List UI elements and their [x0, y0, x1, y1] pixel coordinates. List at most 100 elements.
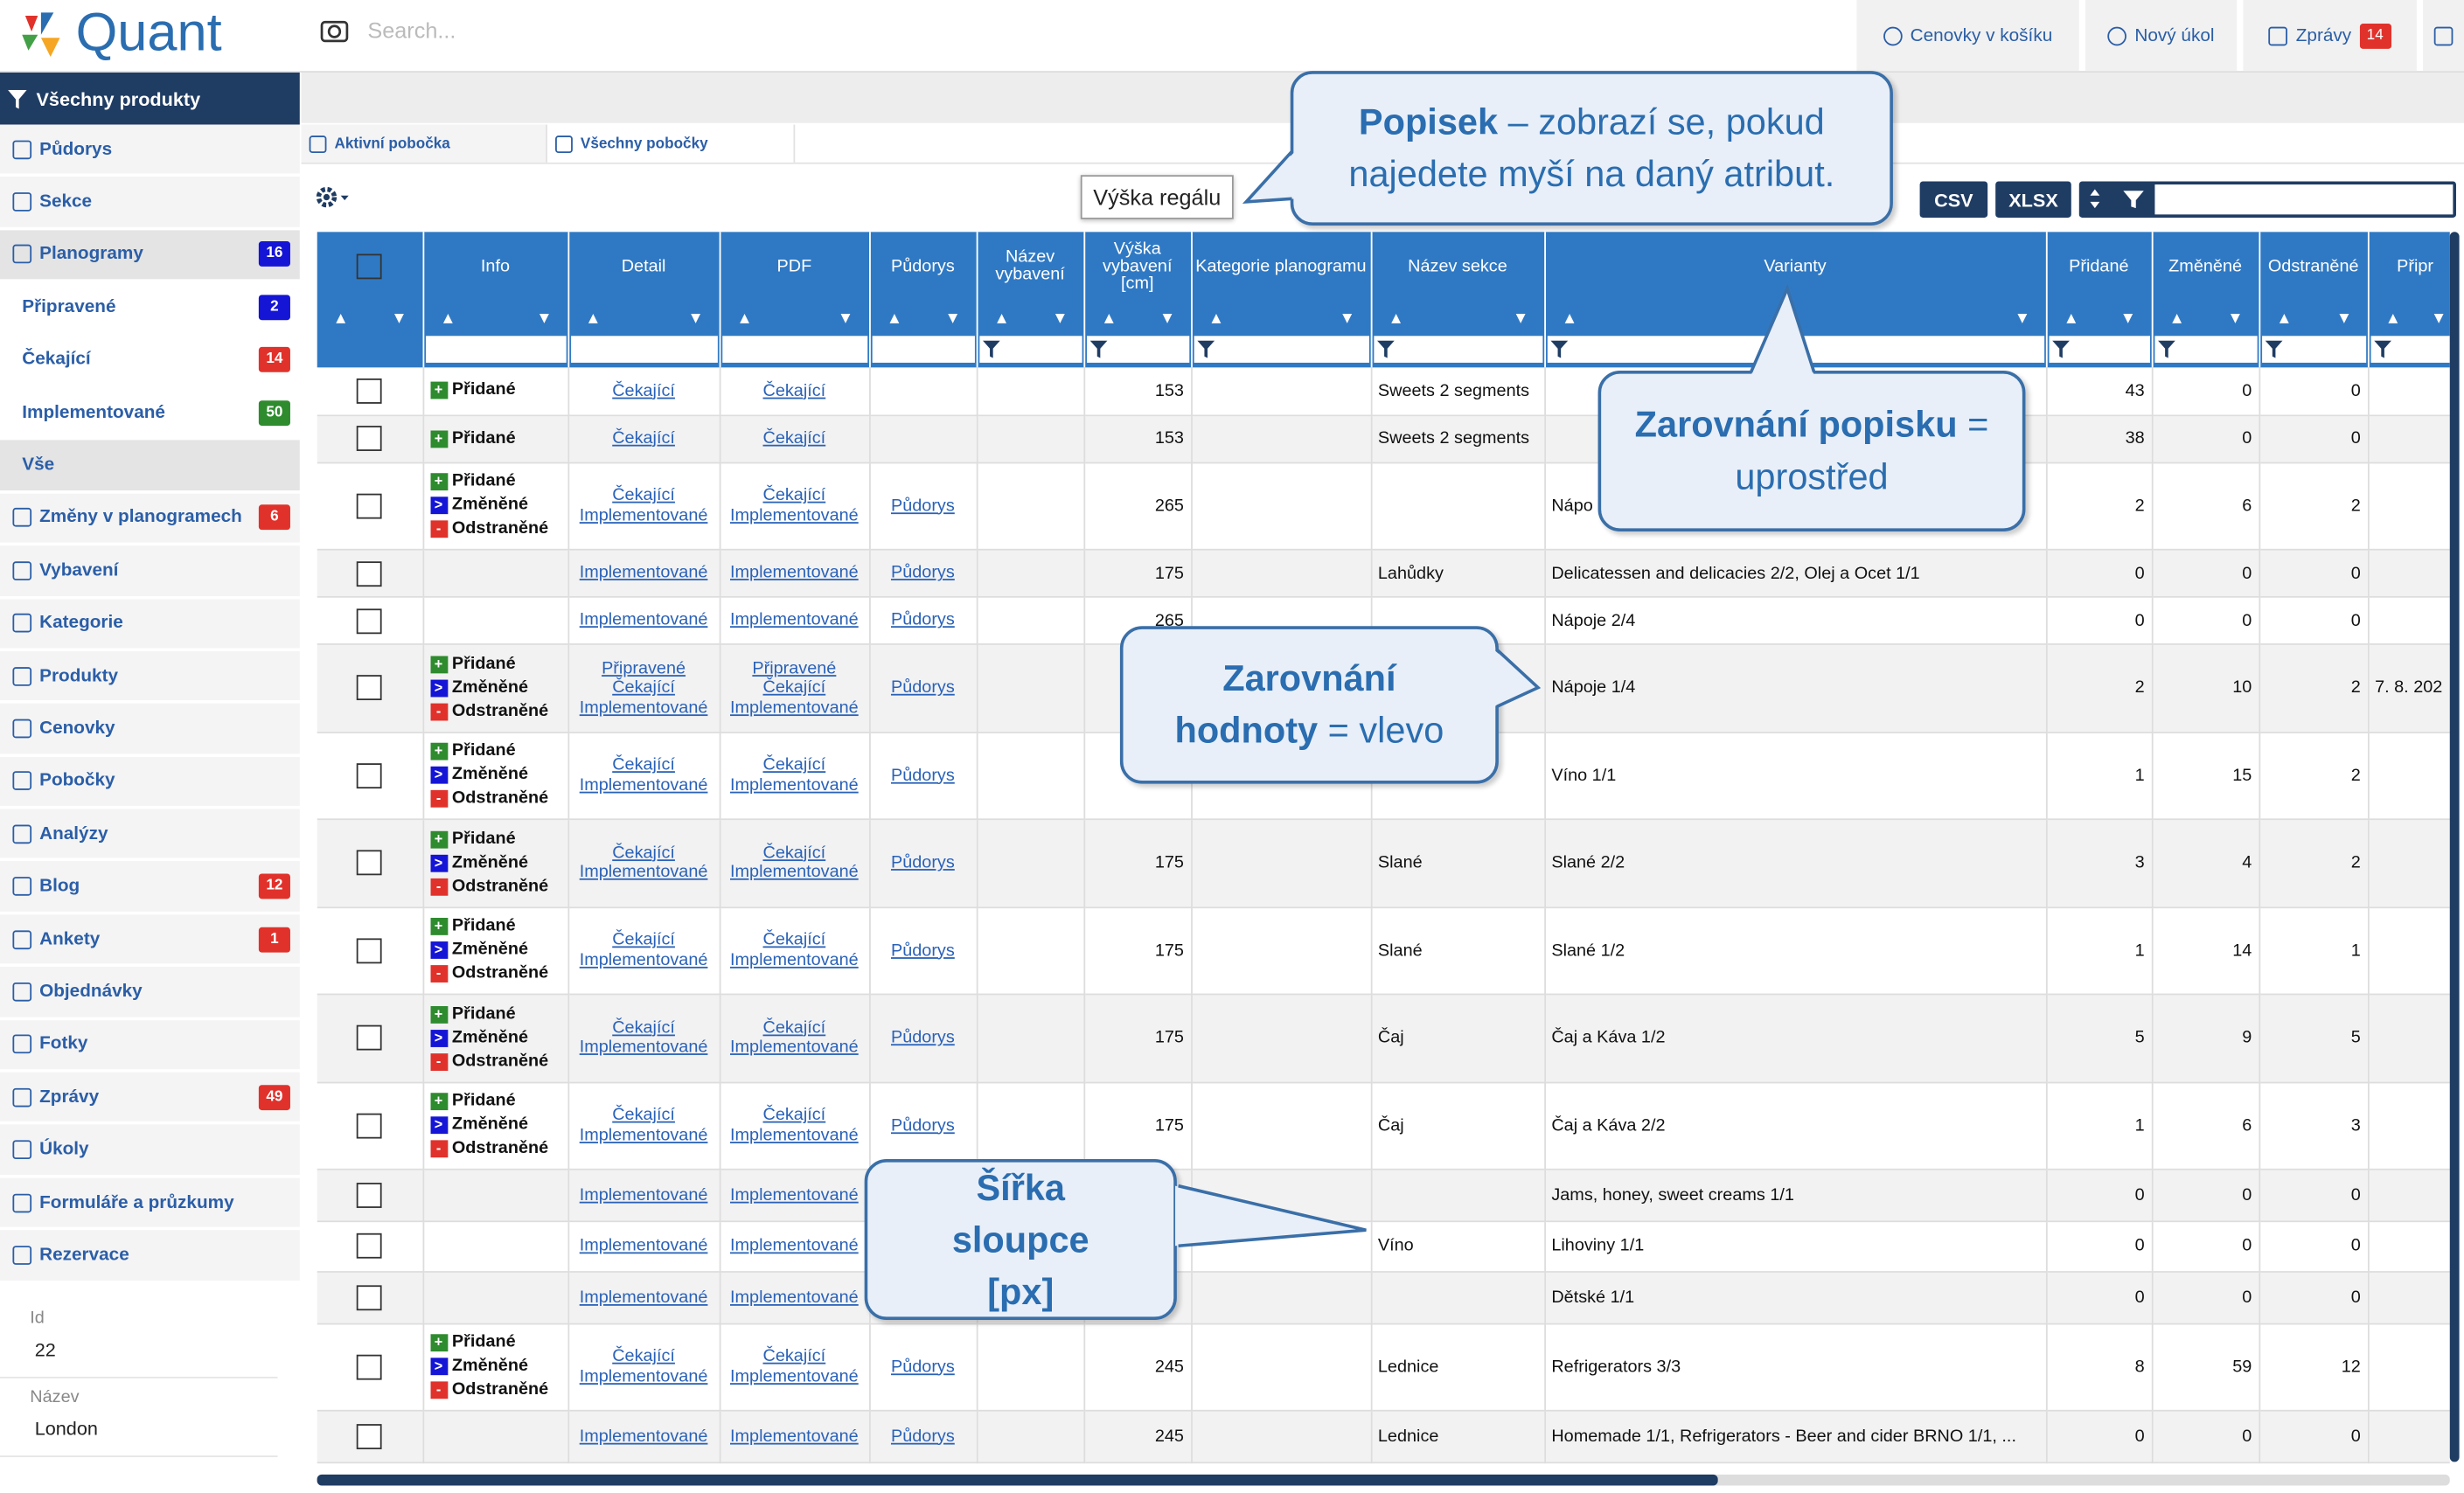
status-link[interactable]: Implementované	[579, 1288, 708, 1307]
status-link[interactable]: Čekající	[762, 677, 826, 698]
sort-asc[interactable]	[2387, 314, 2398, 323]
status-link[interactable]: Implementované	[579, 950, 708, 970]
menu-item[interactable]: Produkty	[0, 650, 300, 701]
select-all-checkbox[interactable]	[357, 253, 383, 280]
status-link[interactable]: Čekající	[612, 428, 675, 448]
task-button[interactable]: Nový úkol	[2085, 0, 2238, 72]
sort-asc[interactable]	[336, 314, 346, 323]
menu-item[interactable]: Kategorie	[0, 598, 300, 649]
floorplan-link[interactable]: Půdorys	[890, 563, 955, 583]
messages-button[interactable]: Zprávy 14	[2243, 0, 2417, 72]
column-filter[interactable]	[425, 336, 566, 363]
status-link[interactable]: Čekající	[762, 755, 826, 775]
status-link[interactable]: Implementované	[729, 1288, 859, 1307]
status-link[interactable]: Implementované	[729, 505, 859, 525]
floorplan-link[interactable]: Půdorys	[890, 853, 955, 872]
column-filter[interactable]	[2370, 336, 2450, 363]
column-filter[interactable]	[2048, 336, 2150, 363]
status-link[interactable]: Čekající	[762, 843, 826, 863]
status-link[interactable]: Implementované	[729, 1236, 859, 1256]
sort-asc[interactable]	[2065, 314, 2076, 323]
sort-desc[interactable]	[539, 314, 548, 323]
sort-desc[interactable]	[2230, 314, 2239, 323]
floorplan-link[interactable]: Půdorys	[890, 677, 955, 698]
menu-item[interactable]: Analýzy	[0, 809, 300, 859]
floorplan-link[interactable]: Půdorys	[890, 610, 955, 630]
floorplan-link[interactable]: Půdorys	[890, 1426, 955, 1446]
menu-item[interactable]: Vše	[0, 440, 300, 490]
status-link[interactable]: Čekající	[612, 486, 675, 505]
sort-desc[interactable]	[1514, 314, 1525, 323]
status-link[interactable]: Čekající	[762, 486, 826, 505]
row-checkbox[interactable]	[357, 675, 383, 701]
sort-desc[interactable]	[393, 314, 403, 323]
status-link[interactable]: Implementované	[579, 1426, 708, 1446]
menu-item[interactable]: Formuláře a průzkumy	[0, 1177, 300, 1227]
menu-item[interactable]: Blog 12	[0, 861, 300, 912]
status-link[interactable]: Implementované	[729, 950, 859, 970]
row-checkbox[interactable]	[357, 1423, 383, 1449]
status-link[interactable]: Implementované	[579, 563, 708, 583]
sort-desc[interactable]	[1341, 314, 1352, 323]
menu-item[interactable]: Rezervace	[0, 1230, 300, 1281]
row-checkbox[interactable]	[357, 378, 383, 404]
status-link[interactable]: Implementované	[729, 1184, 859, 1205]
menu-item[interactable]: Půdorys	[0, 124, 300, 175]
status-link[interactable]: Čekající	[612, 677, 675, 698]
sort-asc[interactable]	[1210, 314, 1221, 323]
sort-asc[interactable]	[996, 314, 1006, 323]
status-link[interactable]: Implementované	[729, 563, 859, 583]
filter-icon[interactable]	[1376, 340, 1394, 358]
menu-item[interactable]: Planogramy 16	[0, 230, 300, 280]
xlsx-button[interactable]: XLSX	[1995, 181, 2071, 218]
sort-asc[interactable]	[1563, 314, 1574, 323]
status-link[interactable]: Implementované	[729, 610, 859, 630]
floorplan-link[interactable]: Půdorys	[890, 1357, 955, 1377]
row-checkbox[interactable]	[357, 608, 383, 634]
row-checkbox[interactable]	[357, 1233, 383, 1260]
status-link[interactable]: Implementované	[729, 1125, 859, 1145]
tab[interactable]: Aktivní pobočka	[301, 124, 548, 163]
menu-item[interactable]: Cenovky	[0, 704, 300, 753]
tab[interactable]: Všechny pobočky	[547, 124, 796, 163]
status-link[interactable]: Čekající	[762, 930, 826, 950]
status-link[interactable]: Implementované	[729, 1426, 859, 1446]
column-filter[interactable]	[2154, 336, 2257, 363]
status-link[interactable]: Implementované	[729, 775, 859, 795]
row-checkbox[interactable]	[357, 937, 383, 963]
status-link[interactable]: Implementované	[729, 1366, 859, 1386]
sort-asc[interactable]	[2279, 314, 2288, 323]
column-filter[interactable]	[1373, 336, 1542, 363]
menu-item[interactable]: Zprávy 49	[0, 1072, 300, 1122]
row-checkbox[interactable]	[357, 1354, 383, 1380]
status-link[interactable]: Čekající	[612, 1017, 675, 1038]
sort-desc[interactable]	[839, 314, 850, 323]
status-link[interactable]: Implementované	[579, 1125, 708, 1145]
menu-item[interactable]: Ankety 1	[0, 914, 300, 964]
row-checkbox[interactable]	[357, 560, 383, 587]
status-link[interactable]: Implementované	[729, 698, 859, 717]
row-checkbox[interactable]	[357, 426, 383, 451]
status-link[interactable]: Připravené	[752, 658, 837, 677]
column-filter[interactable]	[978, 336, 1082, 363]
column-filter[interactable]	[721, 336, 867, 363]
floorplan-link[interactable]: Půdorys	[890, 496, 955, 516]
status-link[interactable]: Čekající	[612, 380, 675, 400]
filter-icon[interactable]	[2157, 340, 2175, 358]
row-checkbox[interactable]	[357, 1284, 383, 1310]
menu-item[interactable]: Úkoly	[0, 1125, 300, 1175]
sort-desc[interactable]	[2016, 314, 2027, 323]
row-checkbox[interactable]	[357, 762, 383, 788]
status-link[interactable]: Implementované	[579, 863, 708, 882]
status-link[interactable]: Čekající	[762, 1106, 826, 1125]
sort-desc[interactable]	[2122, 314, 2133, 323]
logo[interactable]: Quant	[75, 3, 222, 64]
row-checkbox[interactable]	[357, 1113, 383, 1139]
menu-item[interactable]: Implementované 50	[0, 387, 300, 438]
status-link[interactable]: Připravené	[602, 658, 686, 677]
row-checkbox[interactable]	[357, 1182, 383, 1208]
floorplan-link[interactable]: Půdorys	[890, 1028, 955, 1047]
cart-button[interactable]: Cenovky v košíku	[1856, 0, 2079, 72]
status-link[interactable]: Čekající	[612, 1347, 675, 1366]
global-filter[interactable]	[2078, 181, 2456, 218]
